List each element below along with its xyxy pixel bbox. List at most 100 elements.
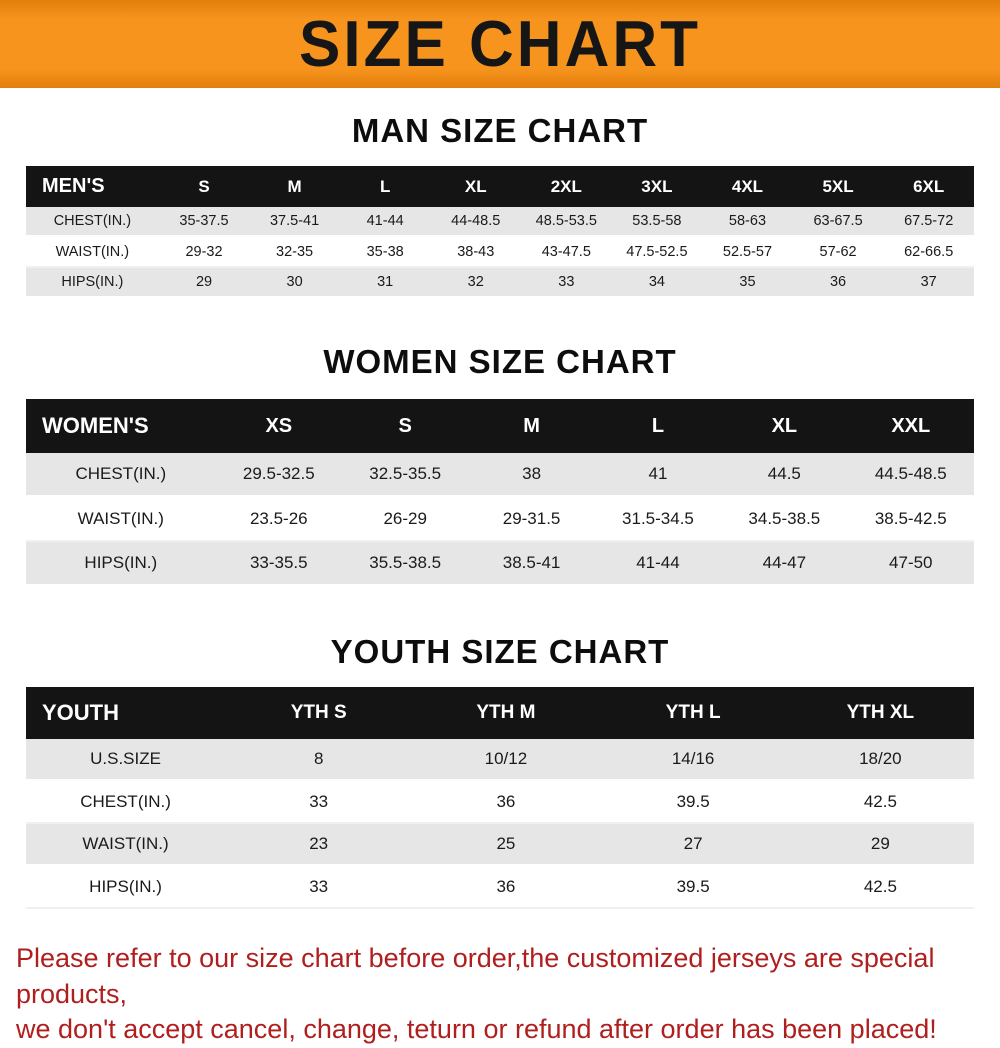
row-label-cell: HIPS(IN.) bbox=[26, 867, 226, 909]
measurement-cell: 25 bbox=[412, 824, 600, 867]
measurement-cell: 29.5-32.5 bbox=[215, 453, 342, 498]
table-row: HIPS(IN.) 29 30 31 32 33 34 35 36 37 bbox=[26, 268, 974, 299]
table-row: WAIST(IN.) 29-32 32-35 35-38 38-43 43-47.5 47.… bbox=[26, 238, 974, 268]
size-header-cell: YTH XL bbox=[786, 687, 974, 739]
measurement-cell: 23.5-26 bbox=[215, 498, 342, 542]
youth-section-heading: YOUTH SIZE CHART bbox=[330, 633, 670, 670]
table-row: WAIST(IN.) 23 25 27 29 bbox=[26, 824, 974, 867]
measurement-cell: 44.5-48.5 bbox=[847, 453, 974, 498]
measurement-cell: 62-66.5 bbox=[883, 238, 974, 268]
measurement-cell: 35-38 bbox=[339, 238, 431, 268]
size-header-cell: M bbox=[249, 166, 340, 207]
measurement-cell: 42.5 bbox=[786, 867, 974, 909]
measurement-cell: 44-47 bbox=[721, 542, 848, 587]
size-header-cell: L bbox=[339, 166, 431, 207]
size-chart-banner: SIZE CHART bbox=[0, 0, 1000, 88]
measurement-cell: 32 bbox=[430, 268, 522, 299]
size-header-cell: L bbox=[594, 399, 722, 453]
measurement-cell: 43-47.5 bbox=[521, 238, 612, 268]
measurement-cell: 8 bbox=[225, 739, 413, 782]
row-label-cell: WAIST(IN.) bbox=[26, 824, 226, 867]
size-header-cell: YTH L bbox=[599, 687, 787, 739]
measurement-cell: 18/20 bbox=[786, 739, 974, 782]
measurement-cell: 41-44 bbox=[339, 207, 431, 238]
table-row: HIPS(IN.) 33-35.5 35.5-38.5 38.5-41 41-44 44-… bbox=[26, 542, 974, 587]
size-header-cell: XXL bbox=[847, 399, 974, 453]
row-label-cell: WAIST(IN.) bbox=[26, 498, 216, 542]
table-row: WAIST(IN.) 23.5-26 26-29 29-31.5 31.5-34.5 34… bbox=[26, 498, 974, 542]
measurement-cell: 32.5-35.5 bbox=[341, 453, 469, 498]
row-label-cell: WAIST(IN.) bbox=[26, 238, 159, 268]
measurement-cell: 33 bbox=[521, 268, 612, 299]
youth-size-section: YOUTH SIZE CHART YOUTH YTH S YTH M YTH L YTH… bbox=[0, 633, 1000, 909]
measurement-cell: 31 bbox=[339, 268, 431, 299]
measurement-cell: 37 bbox=[883, 268, 974, 299]
measurement-cell: 39.5 bbox=[599, 782, 787, 824]
table-row: U.S.SIZE 8 10/12 14/16 18/20 bbox=[26, 739, 974, 782]
size-header-cell: XS bbox=[215, 399, 342, 453]
measurement-cell: 44-48.5 bbox=[430, 207, 522, 238]
measurement-cell: 67.5-72 bbox=[883, 207, 974, 238]
measurement-cell: 29-32 bbox=[158, 238, 250, 268]
table-row: CHEST(IN.) 33 36 39.5 42.5 bbox=[26, 782, 974, 824]
measurement-cell: 47.5-52.5 bbox=[611, 238, 703, 268]
row-label-cell: U.S.SIZE bbox=[26, 739, 226, 782]
measurement-cell: 31.5-34.5 bbox=[594, 498, 722, 542]
measurement-cell: 63-67.5 bbox=[792, 207, 884, 238]
men-size-table-container: MEN'S S M L XL 2XL 3XL 4XL 5XL 6XL CHEST(IN.) 35-37… bbox=[26, 166, 974, 299]
measurement-cell: 35.5-38.5 bbox=[341, 542, 469, 587]
measurement-cell: 23 bbox=[225, 824, 413, 867]
size-header-cell: S bbox=[341, 399, 469, 453]
measurement-cell: 36 bbox=[792, 268, 884, 299]
table-header-row: MEN'S S M L XL 2XL 3XL 4XL 5XL 6XL bbox=[26, 166, 974, 207]
page-title: SIZE CHART bbox=[299, 7, 701, 81]
measurement-cell: 58-63 bbox=[702, 207, 793, 238]
table-title-cell: MEN'S bbox=[26, 166, 159, 207]
size-header-cell: 4XL bbox=[702, 166, 793, 207]
row-label-cell: CHEST(IN.) bbox=[26, 207, 159, 238]
measurement-cell: 38.5-42.5 bbox=[847, 498, 974, 542]
measurement-cell: 33 bbox=[225, 867, 413, 909]
men-size-section: MAN SIZE CHART MEN'S S M L XL 2XL 3XL 4XL 5XL 6XL… bbox=[0, 112, 1000, 299]
table-row: HIPS(IN.) 33 36 39.5 42.5 bbox=[26, 867, 974, 909]
measurement-cell: 44.5 bbox=[721, 453, 848, 498]
measurement-cell: 38.5-41 bbox=[468, 542, 595, 587]
women-size-table-container: WOMEN'S XS S M L XL XXL CHEST(IN.) 29.5-32.5 32.5… bbox=[26, 399, 974, 587]
measurement-cell: 26-29 bbox=[341, 498, 469, 542]
size-header-cell: YTH M bbox=[412, 687, 600, 739]
measurement-cell: 29-31.5 bbox=[468, 498, 595, 542]
table-title-cell: WOMEN'S bbox=[26, 399, 216, 453]
measurement-cell: 33-35.5 bbox=[215, 542, 342, 587]
row-label-cell: CHEST(IN.) bbox=[26, 782, 226, 824]
measurement-cell: 29 bbox=[786, 824, 974, 867]
order-policy-line-2: we don't accept cancel, change, teturn o… bbox=[16, 1014, 937, 1045]
measurement-cell: 10/12 bbox=[412, 739, 600, 782]
size-header-cell: XL bbox=[721, 399, 848, 453]
table-header-row: WOMEN'S XS S M L XL XXL bbox=[26, 399, 974, 453]
measurement-cell: 27 bbox=[599, 824, 787, 867]
order-policy-line-1: Please refer to our size chart before or… bbox=[16, 943, 935, 1009]
table-row: CHEST(IN.) 29.5-32.5 32.5-35.5 38 41 44.5 44.5… bbox=[26, 453, 974, 498]
measurement-cell: 52.5-57 bbox=[702, 238, 793, 268]
measurement-cell: 47-50 bbox=[847, 542, 974, 587]
measurement-cell: 14/16 bbox=[599, 739, 787, 782]
women-size-section: WOMEN SIZE CHART WOMEN'S XS S M L XL XXL CHEST(… bbox=[0, 343, 1000, 587]
measurement-cell: 57-62 bbox=[792, 238, 884, 268]
measurement-cell: 36 bbox=[412, 867, 600, 909]
table-title-cell: YOUTH bbox=[26, 687, 226, 739]
measurement-cell: 41 bbox=[594, 453, 722, 498]
measurement-cell: 32-35 bbox=[249, 238, 340, 268]
measurement-cell: 48.5-53.5 bbox=[521, 207, 612, 238]
size-header-cell: 3XL bbox=[611, 166, 703, 207]
women-size-table: WOMEN'S XS S M L XL XXL CHEST(IN.) 29.5-32.5 32.5… bbox=[26, 399, 974, 587]
measurement-cell: 34 bbox=[611, 268, 703, 299]
measurement-cell: 36 bbox=[412, 782, 600, 824]
size-header-cell: S bbox=[158, 166, 250, 207]
order-policy-note: Please refer to our size chart before or… bbox=[0, 935, 1000, 1048]
youth-size-table-container: YOUTH YTH S YTH M YTH L YTH XL U.S.SIZE 8 10/12… bbox=[26, 687, 974, 909]
size-header-cell: XL bbox=[430, 166, 522, 207]
table-row: CHEST(IN.) 35-37.5 37.5-41 41-44 44-48.5 48.5… bbox=[26, 207, 974, 238]
row-label-cell: HIPS(IN.) bbox=[26, 268, 159, 299]
measurement-cell: 37.5-41 bbox=[249, 207, 340, 238]
measurement-cell: 33 bbox=[225, 782, 413, 824]
